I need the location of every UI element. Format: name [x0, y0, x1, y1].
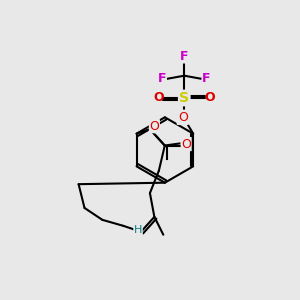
Text: O: O: [178, 111, 188, 124]
Text: H: H: [134, 225, 142, 235]
Text: O: O: [149, 120, 159, 133]
Text: F: F: [158, 72, 166, 85]
Text: S: S: [179, 91, 189, 105]
Text: O: O: [204, 92, 215, 104]
Text: O: O: [181, 138, 191, 151]
Text: F: F: [180, 50, 188, 63]
Text: F: F: [202, 72, 211, 85]
Text: O: O: [154, 92, 164, 104]
